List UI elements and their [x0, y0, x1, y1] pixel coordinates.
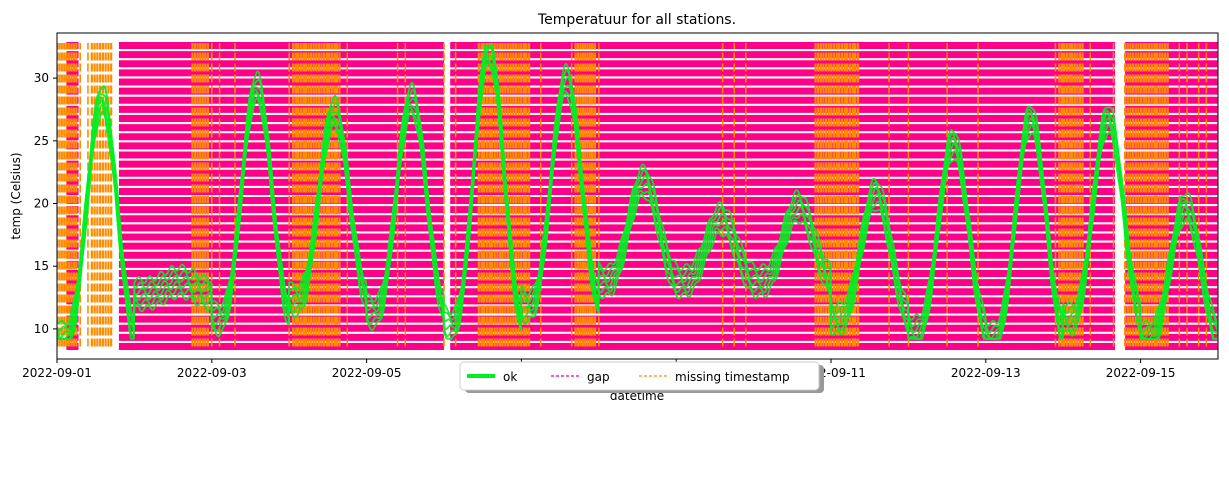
- x-tick-label: 2022-09-05: [332, 366, 402, 380]
- gap-series: [57, 33, 1218, 359]
- ok-line: [57, 44, 1218, 327]
- y-tick-label: 10: [34, 322, 49, 336]
- legend: ok gap missing timestamp: [459, 361, 824, 393]
- plot-area: [57, 33, 1218, 359]
- x-tick-label: 2022-09-03: [177, 366, 247, 380]
- legend-ok-label: ok: [503, 370, 517, 384]
- x-tick-label: 2022-09-01: [22, 366, 92, 380]
- y-axis: 10 15 20 25 30: [34, 71, 57, 336]
- y-tick-label: 15: [34, 259, 49, 273]
- legend-gap-label: gap: [587, 370, 610, 384]
- plot-frame: [56, 32, 1219, 360]
- x-tick-label: 2022-09-13: [951, 366, 1021, 380]
- legend-missing-label: missing timestamp: [675, 370, 790, 384]
- y-tick-label: 25: [34, 134, 49, 148]
- y-axis-label: temp (Celsius): [9, 152, 23, 239]
- y-tick-label: 20: [34, 197, 49, 211]
- x-tick-label: 2022-09-15: [1106, 366, 1176, 380]
- chart-title: Temperatuur for all stations.: [537, 12, 736, 28]
- gap-blank: [78, 33, 85, 359]
- y-tick-label: 30: [34, 71, 49, 85]
- gap-blank: [444, 33, 451, 359]
- ok-line: [57, 46, 1218, 340]
- ok-series: [57, 44, 1218, 340]
